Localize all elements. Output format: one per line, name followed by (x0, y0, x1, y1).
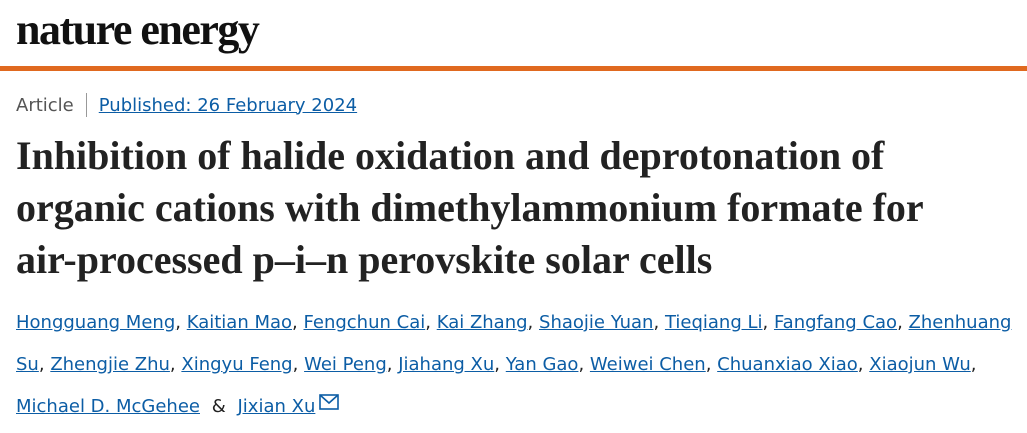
journal-logo[interactable]: nature energy (16, 5, 260, 54)
author-link[interactable]: Michael D. McGehee (16, 396, 200, 417)
author-separator: , (578, 354, 585, 375)
author-link[interactable]: Chuanxiao Xiao (717, 354, 858, 375)
article-type: Article (16, 94, 74, 116)
author-link[interactable]: Weiwei Chen (589, 354, 706, 375)
title-line: Inhibition of halide oxidation and depro… (16, 133, 885, 178)
author-link[interactable]: Fangfang Cao (773, 312, 898, 333)
author-link[interactable]: Shaojie Yuan (539, 312, 654, 333)
author-separator: , (857, 354, 864, 375)
author-separator: , (653, 312, 660, 333)
title-line: air-processed p–i–n perovskite solar cel… (16, 237, 713, 282)
author-separator: , (425, 312, 431, 333)
author-separator: , (705, 354, 712, 375)
author-link[interactable]: Xiaojun Wu (869, 354, 971, 375)
author-link[interactable]: Xingyu Feng (181, 354, 293, 375)
author-link[interactable]: Kaitian Mao (186, 312, 293, 333)
author-separator: , (494, 354, 501, 375)
author-separator: , (175, 312, 181, 333)
author-link[interactable]: Jixian Xu (237, 396, 316, 417)
author-separator: , (970, 354, 977, 375)
author-link[interactable]: Jiahang Xu (398, 354, 495, 375)
author-separator: , (527, 312, 534, 333)
title-line: organic cations with dimethylammonium fo… (16, 185, 924, 230)
author-link[interactable]: Wei Peng (304, 354, 387, 375)
email-icon[interactable] (319, 394, 340, 410)
author-separator: , (38, 354, 45, 375)
author-separator: & (211, 396, 226, 417)
author-separator: , (897, 312, 903, 333)
author-separator: , (762, 312, 769, 333)
author-link[interactable]: Hongguang Meng (16, 312, 176, 333)
published-date[interactable]: Published: 26 February 2024 (98, 94, 358, 116)
divider (85, 93, 87, 117)
author-link[interactable]: Zhenhuang Su (16, 312, 1012, 375)
author-separator: , (169, 354, 176, 375)
author-separator: , (386, 354, 393, 375)
author-list: Hongguang Meng, Kaitian Mao, Fengchun Ca… (16, 302, 1016, 428)
author-separator: , (292, 354, 299, 375)
article-meta: Article Published: 26 February 2024 (16, 93, 357, 117)
article-title: Inhibition of halide oxidation and depro… (16, 130, 924, 286)
author-link[interactable]: Zhengjie Zhu (50, 354, 170, 375)
site-header: nature energy (0, 0, 1027, 71)
author-separator: , (292, 312, 298, 333)
author-link[interactable]: Yan Gao (505, 354, 579, 375)
author-link[interactable]: Tieqiang Li (664, 312, 763, 333)
author-link[interactable]: Fengchun Cai (303, 312, 426, 333)
author-link[interactable]: Kai Zhang (436, 312, 528, 333)
